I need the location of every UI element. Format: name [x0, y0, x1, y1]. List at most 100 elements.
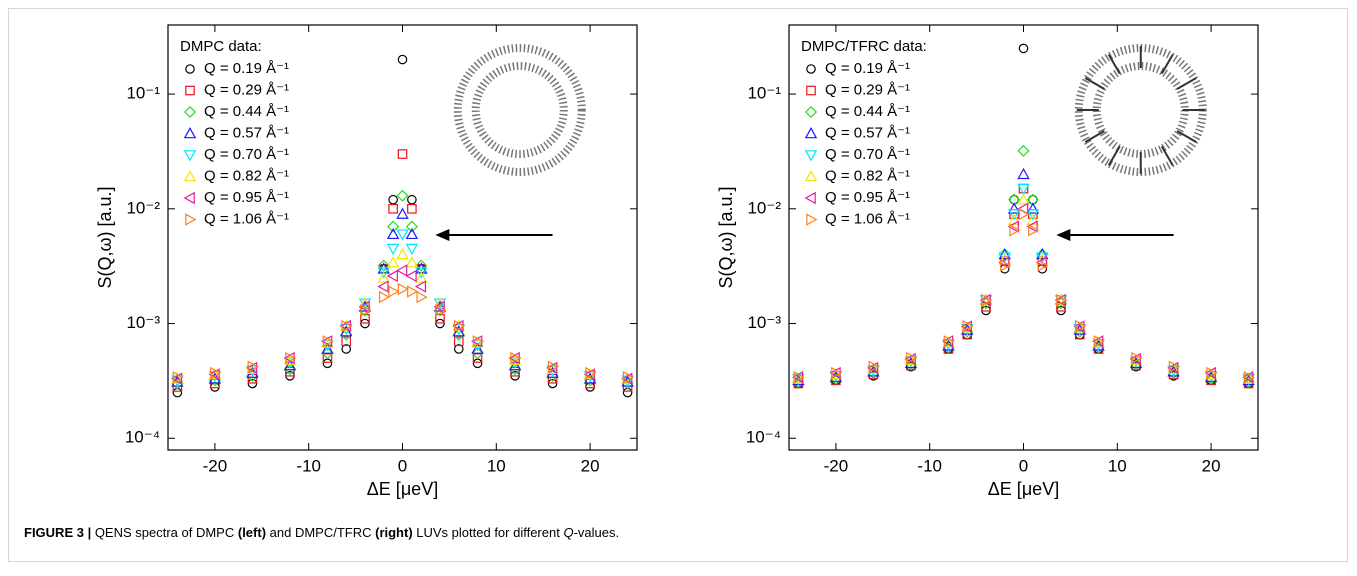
- data-point: [1018, 207, 1030, 221]
- protein: [1084, 130, 1105, 143]
- data-point: [396, 248, 409, 260]
- data-point: [407, 194, 417, 205]
- data-point: [472, 353, 483, 363]
- data-point: [1007, 209, 1021, 221]
- data-point: [1028, 224, 1040, 237]
- data-point: [998, 256, 1010, 269]
- legend-label: Q = 0.95 Å⁻¹: [204, 189, 289, 206]
- data-point: [388, 204, 398, 214]
- data-point: [1036, 248, 1049, 260]
- data-point: [185, 213, 197, 226]
- data-point: [804, 105, 818, 119]
- data-point: [377, 271, 390, 283]
- data-point: [998, 252, 1011, 264]
- data-point: [210, 366, 222, 380]
- data-point: [472, 335, 484, 348]
- x-tick-label: 10: [487, 456, 506, 475]
- legend-label: Q = 0.57 Å⁻¹: [825, 124, 910, 141]
- data-point: [170, 372, 183, 385]
- data-point: [414, 280, 427, 293]
- data-point: [1204, 371, 1218, 383]
- data-point: [585, 382, 595, 392]
- data-point: [453, 319, 466, 333]
- data-point: [405, 227, 419, 240]
- data-point: [622, 371, 635, 384]
- data-point: [1093, 335, 1105, 348]
- data-point: [471, 342, 484, 354]
- data-point: [407, 285, 419, 298]
- data-point: [1036, 253, 1049, 265]
- data-point: [341, 336, 352, 347]
- data-point: [1009, 224, 1021, 237]
- data-point: [804, 191, 816, 205]
- x-tick-label: -20: [203, 456, 228, 475]
- protein: [1160, 54, 1174, 75]
- y-tick-label: 10⁻²: [747, 198, 781, 217]
- legend-label: Q = 0.82 Å⁻¹: [825, 167, 910, 184]
- data-point: [806, 85, 816, 96]
- data-point: [1007, 220, 1019, 233]
- legend-label: Q = 0.70 Å⁻¹: [204, 146, 289, 163]
- legend-label: Q = 0.29 Å⁻¹: [825, 81, 910, 98]
- data-point: [471, 347, 484, 360]
- caption-part: (right): [375, 525, 413, 540]
- data-point: [387, 220, 400, 233]
- data-point: [1026, 220, 1038, 233]
- data-point: [1168, 360, 1181, 373]
- data-point: [583, 368, 595, 381]
- data-point: [547, 360, 560, 373]
- data-point: [340, 319, 353, 331]
- data-point: [452, 323, 465, 336]
- data-point: [1008, 193, 1021, 206]
- data-point: [321, 347, 334, 360]
- data-point: [378, 290, 391, 304]
- data-point: [247, 360, 259, 373]
- data-point: [360, 304, 372, 317]
- legend-label: Q = 0.29 Å⁻¹: [204, 81, 289, 98]
- data-point: [388, 285, 400, 298]
- data-point: [1206, 366, 1218, 380]
- data-point: [1073, 323, 1086, 336]
- data-point: [183, 191, 195, 205]
- x-tick-label: -20: [824, 456, 849, 475]
- data-point: [340, 325, 353, 337]
- data-point: [1026, 209, 1040, 221]
- data-point: [341, 319, 353, 333]
- data-point: [322, 335, 334, 348]
- caption-part: -values.: [574, 525, 620, 540]
- data-point: [283, 359, 297, 371]
- x-tick-label: -10: [917, 456, 942, 475]
- data-point: [942, 339, 955, 351]
- data-point: [407, 204, 417, 214]
- arrow-head: [435, 229, 450, 241]
- y-tick-label: 10⁻⁴: [125, 428, 160, 447]
- arrow-head: [1056, 229, 1071, 241]
- data-point: [585, 366, 597, 380]
- data-point: [386, 269, 398, 283]
- data-point: [806, 64, 816, 74]
- vesicle-outer: [453, 44, 586, 176]
- x-tick-label: 0: [1019, 456, 1028, 475]
- data-point: [1131, 351, 1143, 365]
- data-point: [1017, 144, 1030, 157]
- data-point: [804, 127, 818, 139]
- x-axis-label: ΔE [μeV]: [988, 479, 1059, 499]
- data-point: [386, 243, 400, 256]
- data-point: [396, 264, 408, 277]
- data-point: [208, 368, 220, 381]
- protein: [1084, 77, 1105, 90]
- data-point: [831, 366, 843, 380]
- data-point: [183, 170, 197, 182]
- vesicle-inner: [1092, 62, 1189, 158]
- data-point: [1074, 319, 1087, 333]
- y-axis-label: S(Q,ω) [a.u.]: [716, 186, 736, 288]
- protein: [1176, 130, 1197, 143]
- data-point: [979, 293, 993, 305]
- data-point: [868, 360, 880, 373]
- data-point: [452, 319, 465, 331]
- protein: [1176, 77, 1197, 90]
- data-point: [1007, 202, 1021, 214]
- data-point: [622, 387, 633, 398]
- data-point: [321, 342, 334, 354]
- data-point: [621, 372, 633, 385]
